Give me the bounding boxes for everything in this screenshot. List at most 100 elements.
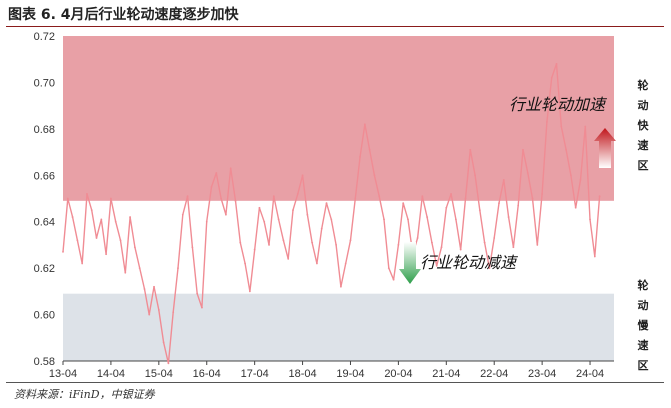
data-point: [402, 202, 405, 205]
data-point: [114, 220, 117, 223]
y-tick-label: 0.60: [34, 310, 55, 322]
data-point: [392, 278, 395, 281]
data-point: [531, 197, 534, 200]
data-point: [488, 267, 491, 270]
data-point: [349, 239, 352, 242]
data-point: [81, 262, 84, 265]
x-tick-label: 21-04: [432, 368, 460, 380]
y-tick-label: 0.68: [34, 124, 55, 136]
x-tick-label: 18-04: [288, 368, 316, 380]
data-point: [330, 218, 333, 221]
decelerate-label: 行业轮动减速: [420, 253, 519, 272]
data-point: [71, 216, 74, 218]
fast-zone-label: 轮动快速区: [637, 79, 649, 172]
data-point: [210, 185, 213, 188]
down-arrow-icon: [399, 242, 421, 284]
data-point: [143, 288, 146, 290]
data-point: [66, 197, 69, 200]
data-point: [306, 213, 309, 216]
data-point: [593, 255, 596, 258]
data-point: [263, 220, 266, 223]
x-tick-label: 14-04: [97, 368, 125, 380]
data-point: [201, 306, 203, 309]
data-point: [129, 216, 131, 218]
data-point: [536, 244, 539, 246]
data-point: [215, 172, 218, 174]
y-tick-label: 0.62: [34, 263, 55, 275]
source-rule: [6, 382, 664, 383]
data-point: [368, 148, 371, 151]
data-point: [105, 253, 108, 256]
data-point: [373, 174, 376, 177]
data-point: [253, 248, 256, 251]
data-point: [311, 241, 314, 244]
x-tick-label: 20-04: [384, 368, 412, 380]
data-point: [133, 246, 136, 249]
data-point: [474, 174, 476, 177]
data-point: [339, 285, 342, 288]
data-point: [541, 192, 544, 195]
title-underline: [6, 26, 664, 27]
data-point: [229, 167, 232, 170]
series-layer: [62, 62, 601, 365]
data-point: [354, 197, 357, 200]
data-point: [421, 195, 424, 198]
data-point: [234, 199, 237, 202]
data-point: [244, 262, 246, 265]
data-point: [277, 218, 280, 221]
x-tick-label: 16-04: [193, 368, 221, 380]
x-tick-label: 13-04: [49, 368, 77, 380]
data-point: [239, 241, 242, 244]
data-point: [181, 213, 184, 216]
data-point: [546, 120, 548, 123]
data-point: [512, 246, 515, 249]
zone-bands: [63, 36, 614, 361]
data-point: [186, 195, 189, 198]
chart-title: 图表 6. 4月后行业轮动速度逐步加快: [8, 7, 239, 23]
x-tick-label: 19-04: [336, 368, 364, 380]
data-point: [95, 237, 98, 239]
data-point: [167, 362, 170, 365]
x-tick-label: 22-04: [480, 368, 508, 380]
data-point: [344, 262, 347, 265]
data-point: [407, 218, 409, 221]
slow-zone-band: [63, 293, 614, 361]
data-point: [498, 202, 500, 205]
data-point: [272, 195, 275, 198]
up-arrow-icon: [594, 128, 616, 168]
y-tick-label: 0.72: [34, 31, 55, 43]
data-point: [555, 62, 558, 65]
data-point: [153, 285, 155, 288]
data-point: [483, 241, 486, 244]
data-point: [268, 244, 270, 246]
chart-axes: 0.58 0.60 0.62 0.64 0.66 0.68 0.70 0.72 13-04 14-…: [34, 31, 614, 380]
data-point: [172, 311, 175, 314]
data-point: [191, 246, 194, 249]
data-point: [100, 218, 103, 221]
data-point: [560, 125, 563, 128]
data-point: [287, 257, 290, 260]
data-point: [325, 202, 328, 205]
data-point: [359, 155, 361, 158]
data-point: [435, 264, 438, 267]
data-point: [119, 239, 122, 242]
x-tick-label: 24-04: [576, 368, 604, 380]
data-point: [124, 271, 127, 274]
data-point: [301, 174, 304, 177]
data-point: [316, 262, 318, 265]
data-point: [431, 241, 433, 244]
data-point: [196, 292, 199, 295]
data-point: [493, 237, 496, 239]
accelerate-label: 行业轮动加速: [509, 95, 608, 114]
data-point: [469, 148, 472, 151]
fast-zone-band: [63, 36, 614, 201]
data-point: [397, 244, 400, 246]
y-tick-label: 0.66: [34, 170, 55, 182]
data-point: [526, 172, 529, 174]
data-point: [598, 195, 601, 198]
data-point: [86, 192, 88, 195]
data-point: [440, 246, 443, 249]
data-point: [225, 213, 227, 216]
data-point: [148, 313, 151, 316]
